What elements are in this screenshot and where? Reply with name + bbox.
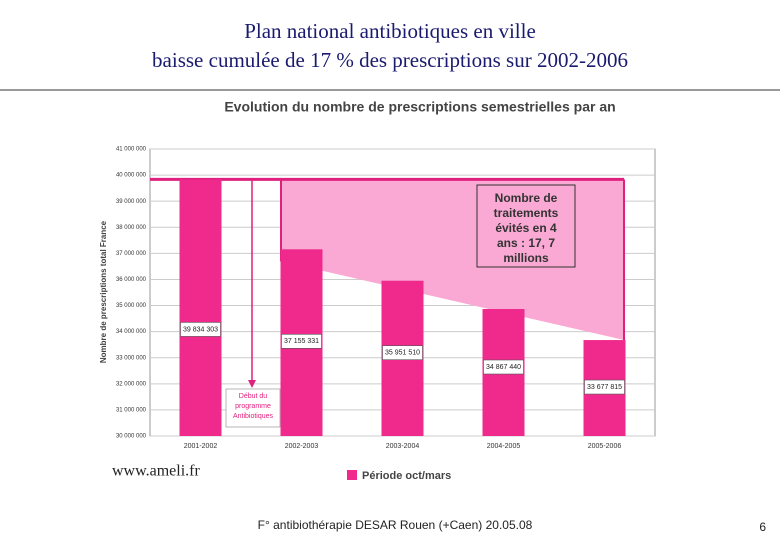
y-tick-label: 40 000 000 [116, 173, 147, 179]
annotation-holder: Nombre de traitements évités en 4 ans : … [493, 191, 559, 265]
x-tick-label: 2003-2004 [386, 443, 420, 450]
caption: F° antibiothérapie DESAR Rouen (+Caen) 2… [258, 518, 533, 532]
annotation-text: Nombre de traitements évités en 4 ans : … [493, 191, 559, 265]
slide-title: Plan national antibiotiques en ville [244, 19, 536, 43]
value-label: 37 155 331 [284, 338, 319, 345]
value-label-box [584, 379, 625, 395]
page-number: 6 [759, 520, 766, 534]
x-tick-label: 2001-2002 [184, 443, 218, 450]
x-tick-label: 2002-2003 [285, 443, 319, 450]
y-tick-label: 33 000 000 [116, 355, 147, 361]
chart-title: Evolution du nombre de prescriptions sem… [224, 99, 615, 115]
start-holder: Début du programme Antibiotiques [232, 393, 274, 420]
slide-subtitle: baisse cumulée de 17 % des prescriptions… [152, 48, 628, 72]
y-tick-label: 32 000 000 [116, 381, 147, 387]
bar [179, 179, 222, 436]
value-label: 34 867 440 [486, 364, 521, 371]
start-annotation: Début du programme Antibiotiques [232, 393, 274, 420]
y-tick-label: 35 000 000 [116, 303, 147, 309]
y-tick-label: 34 000 000 [116, 329, 147, 335]
value-label: 35 951 510 [385, 350, 420, 357]
y-tick-label: 30 000 000 [116, 434, 147, 440]
value-label: 33 677 815 [587, 384, 622, 391]
start-box [225, 388, 281, 428]
legend-label: Période oct/mars [362, 470, 451, 482]
x-tick-label: 2004-2005 [487, 443, 521, 450]
value-label-box [483, 359, 524, 375]
value-label-box [382, 345, 423, 361]
y-tick-label: 39 000 000 [116, 199, 147, 205]
legend-swatch [347, 470, 357, 480]
value-label-box [180, 322, 221, 337]
y-tick-label: 36 000 000 [116, 277, 147, 283]
value-label: 39 834 303 [183, 326, 218, 333]
y-tick-label: 37 000 000 [116, 251, 147, 257]
y-axis-label: Nombre de prescriptions total France [99, 220, 108, 363]
source: www.ameli.fr [112, 463, 200, 480]
arrow-head [248, 380, 256, 388]
y-tick-label: 41 000 000 [116, 147, 147, 153]
y-tick-label: 31 000 000 [116, 407, 147, 413]
value-label-box [281, 334, 322, 349]
y-tick-label: 38 000 000 [116, 225, 147, 231]
annotation-box [476, 184, 576, 268]
x-tick-label: 2005-2006 [588, 443, 622, 450]
plot: 30 000 000 31 000 000 32 000 000 33 000 000… [116, 147, 656, 482]
